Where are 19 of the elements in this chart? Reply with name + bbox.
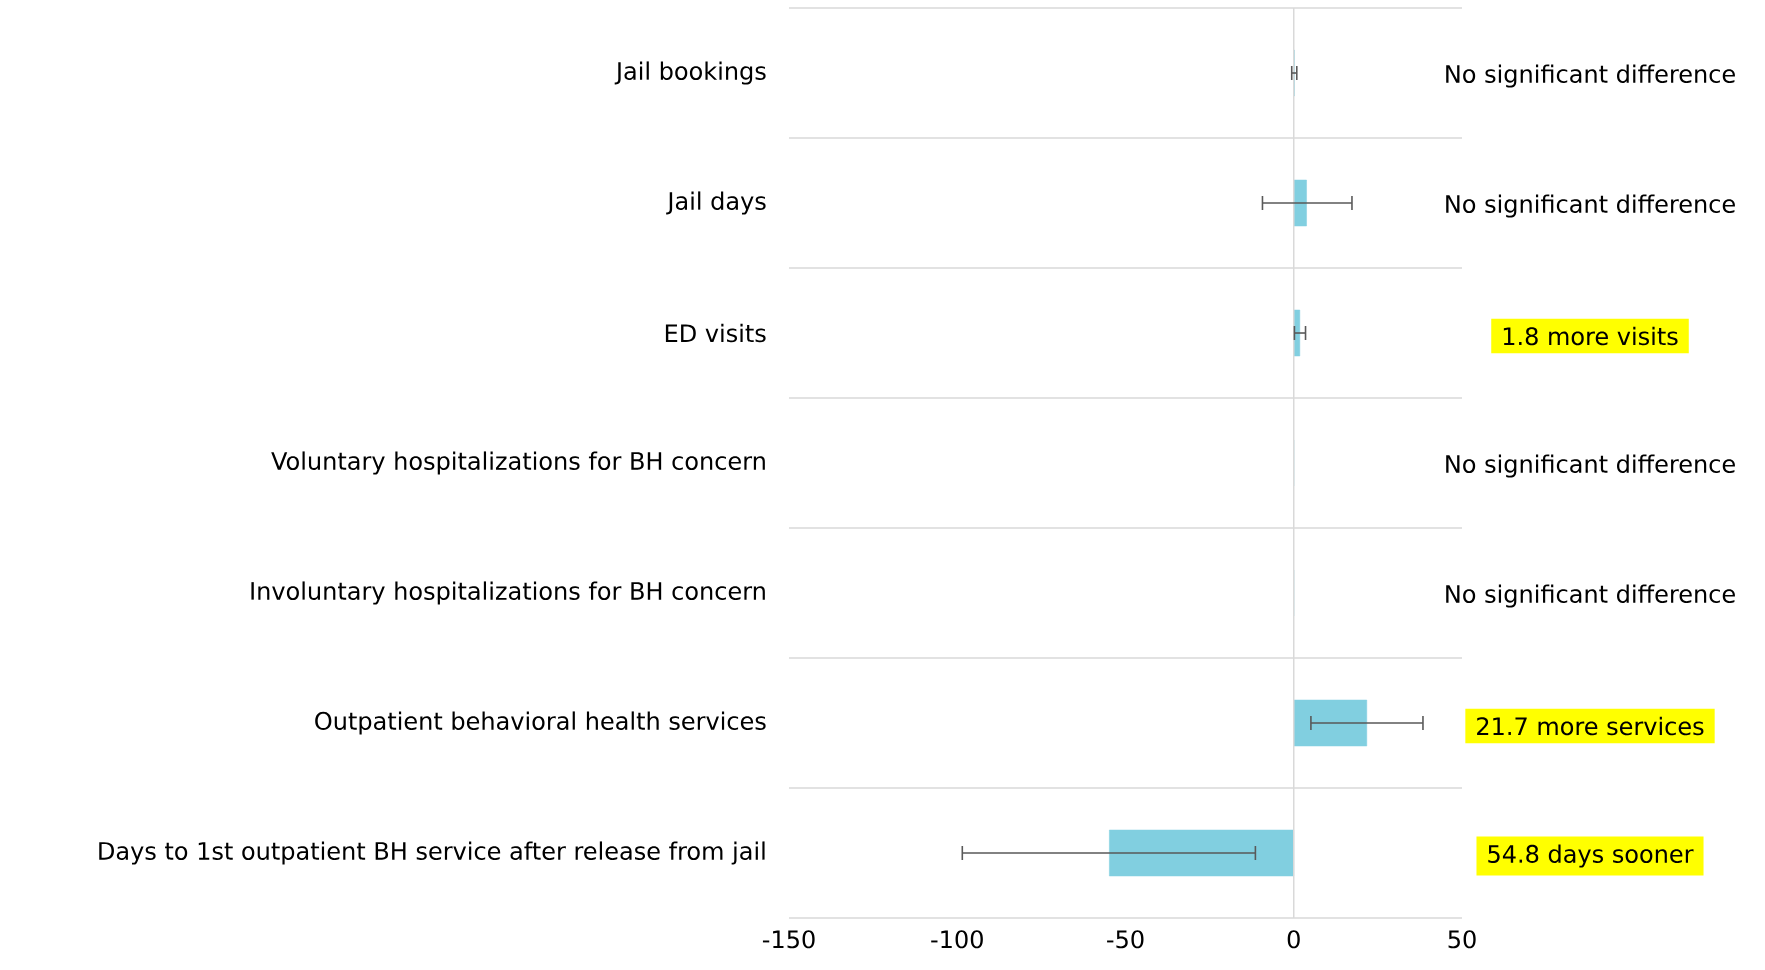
y-tick-label: Jail bookings [614,61,766,85]
y-tick-label: ED visits [665,323,766,343]
y-tick-label: Jail days [666,191,766,215]
x-tick-label: 0 [1287,930,1300,949]
annotation: No significant difference [1446,584,1735,608]
annotation: No significant difference [1446,194,1735,218]
x-tick-label: 50 [1448,930,1476,949]
y-tick-label: Outpatient behavioral health services [315,711,766,735]
annotation: No significant difference [1446,64,1735,88]
y-tick-label: Voluntary hospitalizations for BH concern [271,451,765,475]
text: 54.8 days sooner [1488,844,1694,868]
text: 21.7 more services [1477,716,1704,736]
x-tick-label: -100 [931,930,983,949]
annotation: No significant difference [1446,454,1735,478]
y-tick-label: Days to 1st outpatient BH service after release from jail [99,841,765,865]
text: 1.8 more visits [1503,326,1678,346]
x-tick-label: -150 [762,930,815,949]
x-tick-label: -50 [1107,930,1144,949]
y-tick-label: Involuntary hospitalizations for BH concern [251,581,765,605]
